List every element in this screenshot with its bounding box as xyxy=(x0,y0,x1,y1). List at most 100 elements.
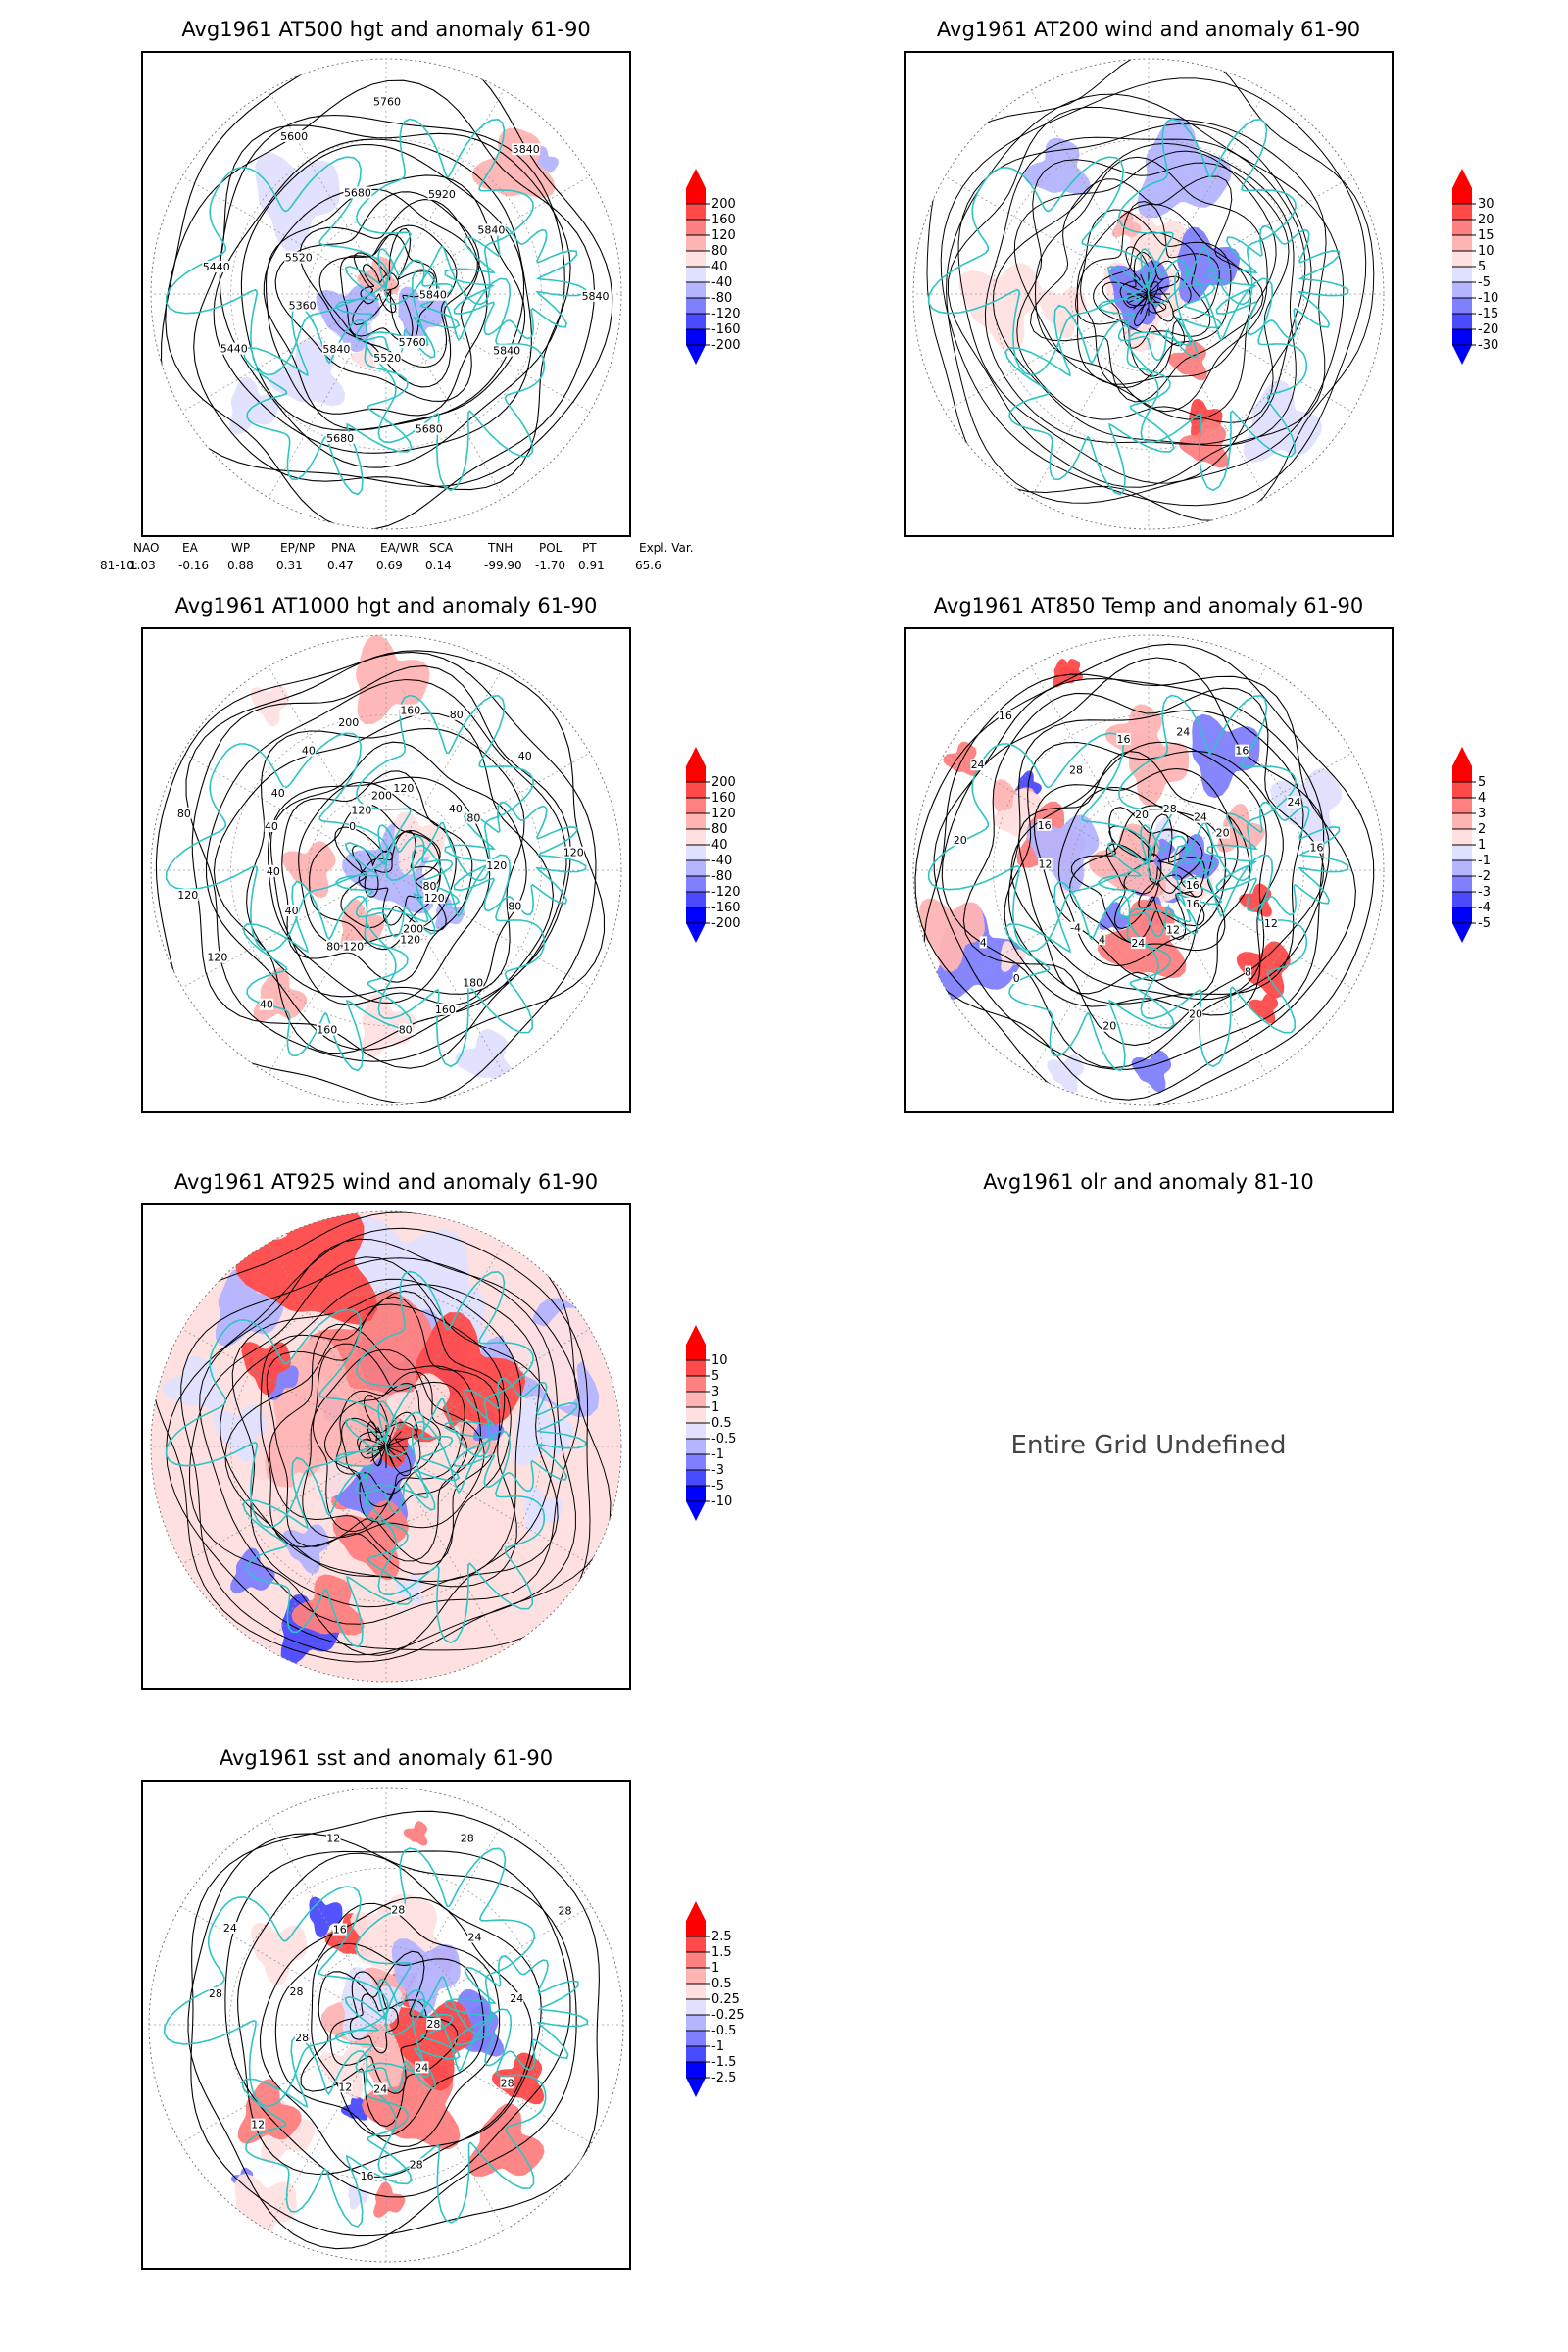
colorbar-at200: 30 20 15 10 5 -5 -10 -15 -20 -30 xyxy=(1452,169,1531,368)
map-at1000: 80 80 120 180 200 160 120 80 120 160 80 40 40 120 40 12… xyxy=(141,627,631,1113)
contour-label: 120 xyxy=(207,951,227,963)
coastline xyxy=(242,1456,413,1648)
colorbar-swatch xyxy=(1452,298,1472,314)
contour-label: 5680 xyxy=(416,423,443,436)
teleconnection-value: 0.47 xyxy=(327,559,354,572)
colorbar-label: -5 xyxy=(1478,275,1491,290)
contour-label: 28 xyxy=(295,2032,309,2044)
colorbar-label: -40 xyxy=(711,854,732,868)
contour-label: -4 xyxy=(1070,922,1081,935)
meridian-line xyxy=(385,2024,506,2230)
undefined-grid-message: Entire Grid Undefined xyxy=(1010,1431,1287,1460)
contour-label: 40 xyxy=(271,787,285,800)
colorbar-swatch xyxy=(686,188,706,204)
contour-label-bg xyxy=(1012,972,1020,985)
teleconnection-header: Expl. Var. xyxy=(639,541,694,555)
contour-label: 24 xyxy=(971,759,985,771)
contour-label-bg xyxy=(1244,965,1252,978)
colorbar-swatch xyxy=(686,1486,706,1501)
map-boundary xyxy=(150,58,622,530)
anomaly-shade xyxy=(1104,704,1166,763)
contour-label-bg xyxy=(517,750,532,762)
contour-label-bg xyxy=(1037,818,1052,831)
contour-label-bg xyxy=(449,708,464,720)
anomaly-shade xyxy=(1217,803,1265,853)
contour-label-bg xyxy=(370,789,393,802)
contour-label-bg xyxy=(508,900,522,912)
colorbar-label: 160 xyxy=(711,213,736,227)
teleconnection-header: NAO xyxy=(133,541,160,555)
anomaly-shade xyxy=(253,967,307,1022)
contour-label-bg xyxy=(220,342,249,355)
anomaly-shade xyxy=(389,2000,474,2091)
streamline xyxy=(1074,200,1220,377)
map-boundary xyxy=(150,634,622,1106)
contour-label: 5840 xyxy=(582,290,610,303)
colorbar-top-arrow xyxy=(1452,169,1472,188)
pole-streamline xyxy=(385,1446,402,1462)
colorbar-label: 20 xyxy=(1478,213,1494,227)
meridian-line xyxy=(385,1328,591,1447)
contour-label: 12 xyxy=(1038,858,1052,870)
contour-label-bg xyxy=(343,186,372,199)
contour-line xyxy=(187,1833,577,2250)
colorbar-swatch xyxy=(1452,251,1472,267)
contour-label-bg xyxy=(360,2170,374,2182)
contour-label-bg xyxy=(402,922,424,935)
contour-label-bg xyxy=(393,781,415,794)
contour-line xyxy=(240,143,525,431)
colorbar-at850: 5 4 3 2 1 -1 -2 -3 -4 -5 xyxy=(1452,747,1531,947)
pole-streamline xyxy=(385,1438,407,1447)
map-at500-canvas: 5840 5840 5760 5680 5520 5680 5840 5440 5360 5440… xyxy=(150,58,622,530)
contour-label: 80 xyxy=(466,811,480,824)
colorbar-label: -10 xyxy=(1478,291,1498,306)
colorbar-swatch xyxy=(686,1407,706,1423)
contour-label-bg xyxy=(979,936,987,949)
map-at850: 16 12 16 8 12 20 24 20 4 0 -4 4 12 20 16 24 28 16 16 20 24 28… xyxy=(904,627,1394,1113)
teleconnection-value: 0.69 xyxy=(376,559,403,572)
map-content xyxy=(151,59,621,529)
contour-label-bg xyxy=(250,2118,266,2131)
contour-label: 28 xyxy=(410,2158,423,2171)
contour-label-bg xyxy=(422,880,437,893)
coastline xyxy=(1127,268,1308,492)
streamline xyxy=(1076,203,1251,385)
streamline xyxy=(231,1283,559,1608)
latitude-circle xyxy=(1070,792,1227,949)
contour-label: 28 xyxy=(426,2018,440,2031)
meridian-line xyxy=(267,1819,387,2026)
coastline xyxy=(444,224,587,340)
colorbar-label: -0.5 xyxy=(711,1432,736,1446)
coastline xyxy=(444,1955,589,2071)
contour-label: 40 xyxy=(265,820,278,833)
anomaly-shade xyxy=(1037,286,1087,339)
contour-label-bg xyxy=(1235,744,1250,757)
colorbar-at1000: 200 160 120 80 40 -40 -80 -120 -160 -200 xyxy=(686,747,764,947)
contour-line xyxy=(914,643,1375,1105)
teleconnection-value: 0.91 xyxy=(578,559,605,572)
map-at1000-canvas: 8080120180200160120801201608040401204012… xyxy=(150,634,622,1106)
contour-label: 5680 xyxy=(326,432,354,445)
colorbar-label: 10 xyxy=(711,1353,728,1368)
anomaly-shade xyxy=(1128,213,1186,281)
colorbar-swatch xyxy=(1452,188,1472,204)
colorbar-swatch xyxy=(686,1376,706,1392)
contour-label: 40 xyxy=(260,999,273,1011)
colorbar-top-arrow xyxy=(686,1325,706,1345)
pole-streamline xyxy=(385,1431,402,1447)
pole-streamline xyxy=(385,1426,395,1447)
colorbar-swatch xyxy=(686,876,706,892)
pole-streamline xyxy=(1148,273,1157,295)
contour-label: 120 xyxy=(393,782,414,795)
contour-label-bg xyxy=(1185,897,1200,909)
contour-label: 0 xyxy=(1013,972,1020,985)
colorbar-swatch xyxy=(1452,282,1472,298)
coastline xyxy=(444,1377,587,1493)
colorbar-label: 2 xyxy=(1478,822,1486,837)
contour-line xyxy=(268,776,491,1004)
latitude-circle xyxy=(307,1945,466,2104)
contour-label: 40 xyxy=(518,750,532,762)
colorbar-swatch xyxy=(686,798,706,813)
contour-label: 16 xyxy=(1186,898,1200,910)
coastline xyxy=(165,156,389,376)
